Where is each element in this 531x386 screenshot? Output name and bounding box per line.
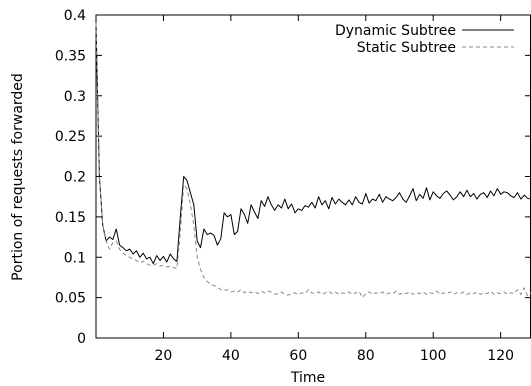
legend-label: Dynamic Subtree	[335, 23, 456, 39]
y-tick-label: 0.1	[64, 250, 86, 266]
series-layer	[95, 23, 531, 299]
y-tick-label: 0.2	[64, 170, 86, 186]
y-tick-label: 0.15	[55, 210, 86, 226]
x-tick-label: 120	[487, 348, 514, 364]
y-tick-label: 0.3	[64, 89, 86, 105]
plot-axes	[95, 14, 531, 339]
y-tick-label: 0.4	[64, 8, 86, 24]
y-tick-label: 0	[77, 331, 86, 347]
series-line-static-subtree	[95, 23, 531, 299]
x-tick-label: 60	[289, 348, 307, 364]
plot-frame	[95, 14, 531, 339]
x-axis-label: Time	[290, 370, 325, 386]
x-tick-label: 100	[420, 348, 447, 364]
y-tick-label: 0.05	[55, 291, 86, 307]
y-axis-label: Portion of requests forwarded	[10, 73, 26, 281]
x-tick-label: 80	[357, 348, 375, 364]
x-axis: 20 40 60 80 100 120	[155, 15, 514, 364]
series-line-dynamic-subtree	[95, 23, 531, 265]
x-tick-label: 40	[222, 348, 240, 364]
y-axis: 0 0.05 0.1 0.15 0.2 0.25 0.3 0.35 0.4	[55, 8, 531, 347]
y-tick-label: 0.25	[55, 129, 86, 145]
x-tick-label: 20	[155, 348, 173, 364]
legend-label: Static Subtree	[357, 40, 456, 56]
y-tick-label: 0.35	[55, 48, 86, 64]
